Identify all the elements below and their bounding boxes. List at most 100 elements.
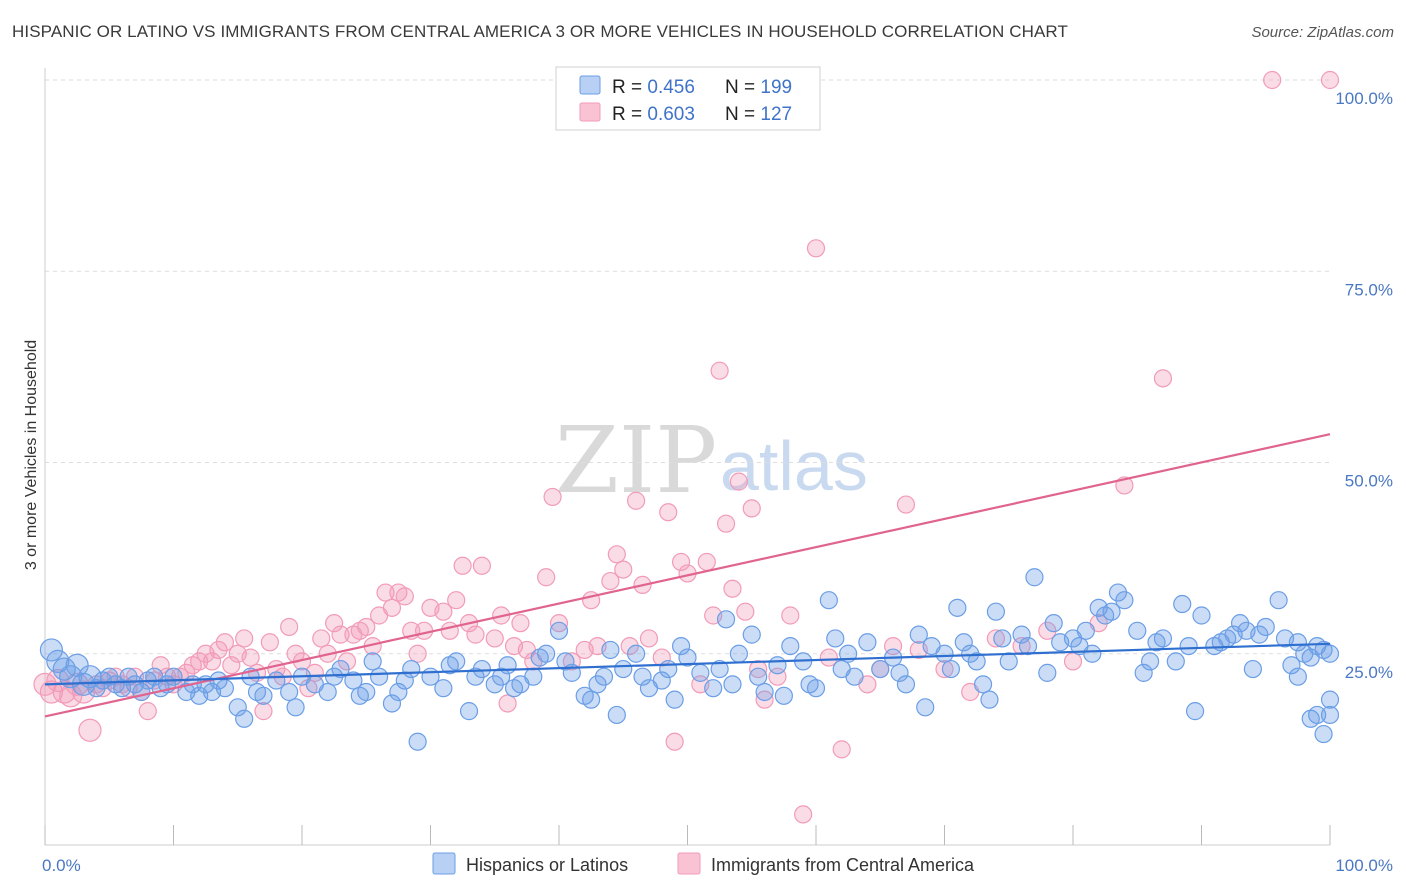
hispanics-point bbox=[537, 644, 556, 663]
immigrants-point bbox=[382, 598, 402, 617]
trendline-hispanics bbox=[44, 642, 1331, 686]
trendlines bbox=[44, 433, 1331, 718]
immigrants-point bbox=[312, 629, 331, 648]
immigrants-point bbox=[1320, 70, 1340, 90]
watermark-zip: ZIP bbox=[555, 407, 717, 514]
hispanics-point bbox=[607, 705, 626, 725]
hispanics-point bbox=[1044, 614, 1063, 633]
correlation-legend: R = 0.456 N = 199 R = 0.603 N = 127 bbox=[555, 66, 821, 131]
hispanics-point bbox=[626, 644, 646, 663]
hispanics-point bbox=[1012, 625, 1031, 644]
immigrants-point bbox=[59, 684, 83, 708]
hispanics-point bbox=[1140, 652, 1160, 671]
hispanics-point bbox=[254, 686, 273, 705]
hispanics-point bbox=[549, 621, 569, 640]
hispanics-point bbox=[742, 625, 761, 644]
immigrants-point bbox=[626, 491, 646, 510]
hispanics-point bbox=[755, 682, 774, 702]
hispanics-point bbox=[235, 709, 254, 728]
immigrants-point bbox=[325, 614, 344, 633]
hispanics-point bbox=[633, 667, 652, 686]
immigrants-point bbox=[434, 602, 453, 621]
hispanics-point bbox=[909, 625, 928, 644]
hispanics-point bbox=[1282, 656, 1301, 675]
immigrants-point bbox=[472, 556, 491, 575]
immigrants-point bbox=[832, 740, 851, 759]
hispanics-point bbox=[723, 675, 742, 694]
hispanics-point bbox=[659, 659, 678, 679]
hispanics-point bbox=[472, 659, 491, 679]
immigrants-point bbox=[537, 568, 556, 587]
hispanics-point bbox=[164, 667, 183, 686]
immigrants-point bbox=[607, 545, 626, 564]
hispanics-point bbox=[716, 610, 736, 629]
hispanics-point bbox=[935, 644, 954, 663]
hispanics-point bbox=[370, 667, 389, 686]
hispanics-point bbox=[1243, 659, 1263, 679]
hispanics-point bbox=[986, 602, 1006, 621]
immigrants-point bbox=[697, 552, 716, 572]
hispanics-point bbox=[582, 690, 601, 709]
watermark-atlas: atlas bbox=[720, 427, 868, 505]
hispanics-point bbox=[1083, 644, 1102, 663]
hispanics-point bbox=[1076, 621, 1095, 640]
immigrants-point bbox=[742, 499, 761, 518]
y-tick-label-25: 25.0% bbox=[1345, 663, 1393, 682]
series-legend: Hispanics or Latinos Immigrants from Cen… bbox=[432, 852, 975, 875]
bottom-legend-swatch-blue bbox=[432, 852, 456, 875]
hispanics-point bbox=[601, 640, 620, 660]
legend-n-value-1: 199 bbox=[760, 77, 792, 98]
immigrants-point bbox=[46, 668, 70, 693]
hispanics-point bbox=[826, 629, 845, 648]
immigrants-point bbox=[665, 732, 684, 751]
immigrants-point bbox=[1263, 70, 1282, 90]
immigrants-point bbox=[78, 718, 102, 742]
y-tick-label-100: 100.0% bbox=[1335, 89, 1393, 108]
hispanics-point bbox=[286, 698, 305, 717]
hispanics-point bbox=[1115, 591, 1134, 610]
legend-r-value-2: 0.603 bbox=[647, 104, 695, 125]
hispanics-point bbox=[665, 690, 684, 709]
immigrants-point bbox=[652, 648, 671, 667]
immigrants-point bbox=[543, 487, 562, 507]
immigrants-point bbox=[280, 617, 299, 637]
hispanics-point bbox=[819, 591, 838, 610]
immigrants-point bbox=[466, 625, 485, 644]
immigrants-point bbox=[935, 659, 954, 679]
hispanics-point bbox=[1173, 594, 1192, 614]
legend-r-value-1: 0.456 bbox=[647, 77, 695, 98]
hispanics-point bbox=[1134, 663, 1153, 682]
hispanics-point bbox=[1320, 705, 1340, 725]
bottom-legend-label-hispanics: Hispanics or Latinos bbox=[466, 855, 628, 875]
immigrants-point bbox=[222, 656, 241, 675]
hispanics-point bbox=[967, 652, 986, 671]
y-tick-label-75: 75.0% bbox=[1345, 280, 1393, 299]
hispanics-point bbox=[1179, 636, 1198, 656]
immigrants-point bbox=[671, 552, 691, 572]
hispanics-point bbox=[704, 679, 723, 698]
immigrants-point bbox=[794, 805, 813, 824]
legend-swatch-pink bbox=[579, 102, 601, 122]
immigrants-point bbox=[241, 648, 260, 667]
bottom-legend-swatch-pink bbox=[677, 852, 701, 875]
immigrants-point bbox=[71, 680, 96, 704]
hispanics-point bbox=[1288, 667, 1307, 686]
hispanics-point bbox=[65, 653, 89, 677]
hispanics-point bbox=[331, 659, 350, 679]
immigrants-point bbox=[819, 648, 838, 667]
hispanics-point bbox=[1256, 617, 1275, 637]
hispanics-point bbox=[594, 667, 614, 686]
immigrants-point bbox=[151, 656, 170, 675]
immigrants-point bbox=[716, 514, 736, 533]
hispanics-point bbox=[652, 671, 671, 690]
chart-title: HISPANIC OR LATINO VS IMMIGRANTS FROM CE… bbox=[12, 22, 1068, 41]
immigrants-point bbox=[1063, 652, 1083, 671]
immigrants-point bbox=[1153, 369, 1173, 388]
hispanics-point bbox=[382, 694, 402, 713]
immigrants-point bbox=[485, 629, 504, 648]
immigrants-point bbox=[986, 629, 1006, 648]
legend-swatch-blue bbox=[579, 75, 601, 95]
hispanics-point bbox=[916, 698, 935, 717]
hispanics-point bbox=[993, 629, 1012, 648]
